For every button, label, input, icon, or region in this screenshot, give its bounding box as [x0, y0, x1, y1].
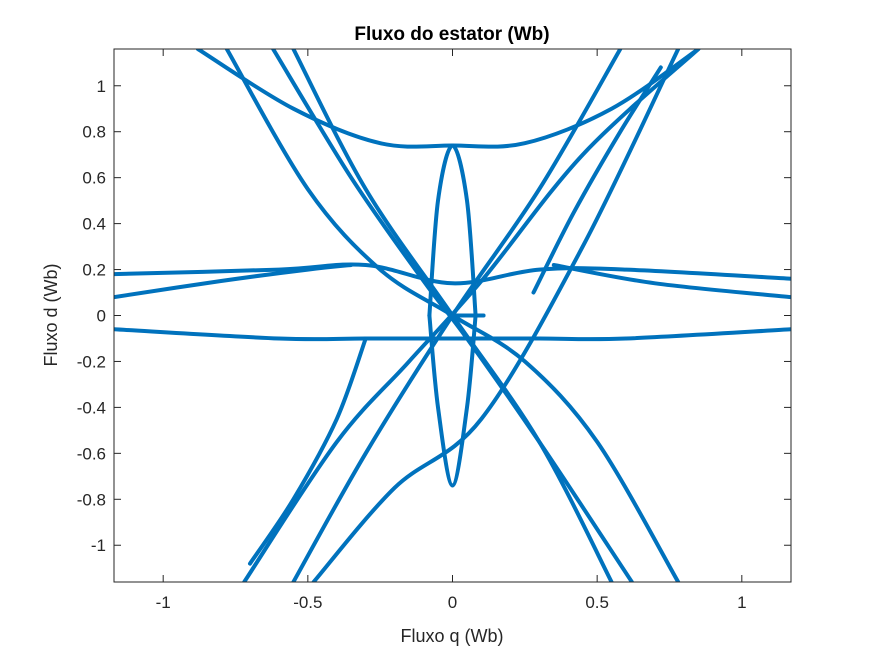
- chart-title: Fluxo do estator (Wb): [354, 24, 549, 45]
- flux-trajectory-8: [114, 262, 791, 286]
- y-tick-label: -0.4: [77, 398, 106, 417]
- y-tick-label: 0: [97, 307, 106, 326]
- x-tick-label: -1: [156, 593, 171, 612]
- x-axis-label: Fluxo q (Wb): [400, 626, 503, 646]
- y-tick-label: -0.8: [77, 490, 106, 509]
- x-tick-label: 1: [737, 593, 746, 612]
- x-tick-label: 0.5: [585, 593, 609, 612]
- y-tick-label: 0.6: [82, 169, 106, 188]
- y-tick-label: -0.2: [77, 352, 106, 371]
- y-axis-label: Fluxo d (Wb): [41, 263, 61, 366]
- flux-trajectory-13: [427, 143, 478, 318]
- flux-trajectory-7: [114, 327, 791, 342]
- axes-layer: -1 -0.5 0 0.5 1 1 0.8 0.6 0.4 0.2 0 -0.2 -0.4 -0.6 -0.…: [77, 48, 792, 612]
- flux-trajectory-5: [311, 49, 681, 582]
- y-tick-label: 0.8: [82, 123, 106, 142]
- x-tick-label: -0.5: [293, 593, 322, 612]
- flux-trajectory-3: [271, 49, 634, 582]
- x-tick-label: 0: [448, 593, 457, 612]
- y-tick-label: 0.4: [82, 215, 106, 234]
- flux-trajectory-9: [114, 263, 354, 300]
- flux-trajectory-12: [531, 65, 663, 295]
- flux-trajectory-6: [242, 49, 701, 582]
- data-layer: [114, 49, 791, 582]
- flux-trajectory-10: [551, 263, 791, 300]
- y-tick-label: 0.2: [82, 261, 106, 280]
- flux-trajectory-11: [248, 336, 368, 566]
- flux-trajectory-14: [427, 313, 478, 488]
- y-tick-label: -0.6: [77, 444, 106, 463]
- y-tick-label: -1: [91, 536, 106, 555]
- y-tick-label: 1: [97, 77, 106, 96]
